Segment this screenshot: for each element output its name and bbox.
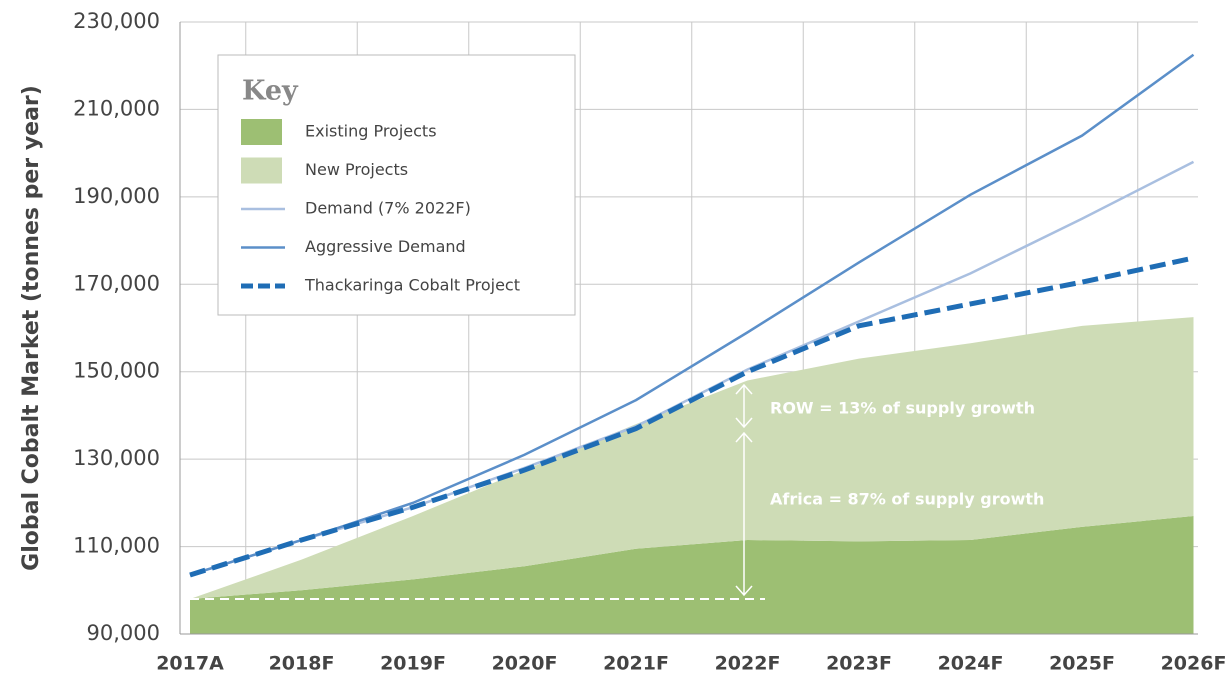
area — [190, 317, 1194, 600]
annotation: Africa = 87% of supply growth — [770, 490, 1044, 509]
y-tick-label: 130,000 — [73, 446, 160, 470]
legend-label: Existing Projects — [305, 122, 437, 141]
y-tick-label: 150,000 — [73, 359, 160, 383]
legend-swatch — [241, 157, 282, 184]
arrow-head — [735, 431, 753, 443]
line — [189, 255, 1195, 578]
arrow-head — [735, 585, 753, 597]
x-tick-label: 2017A — [156, 653, 224, 675]
y-tick-label: 190,000 — [73, 184, 160, 208]
legend-label: Thackaringa Cobalt Project — [304, 276, 520, 295]
x-tick-label: 2024F — [938, 653, 1004, 675]
arrow-head — [735, 383, 753, 395]
y-tick-label: 170,000 — [73, 271, 160, 295]
x-tick-label: 2026F — [1161, 653, 1227, 675]
area — [190, 515, 1194, 634]
x-tick-label: 2020F — [492, 653, 558, 675]
x-tick-label: 2019F — [380, 653, 446, 675]
x-tick-label: 2018F — [269, 653, 335, 675]
legend-label: Demand (7% 2022F) — [305, 199, 471, 218]
y-tick-label: 110,000 — [73, 534, 160, 558]
legend-title: Key — [242, 76, 299, 107]
y-tick-label: 230,000 — [73, 9, 160, 33]
x-tick-label: 2022F — [715, 653, 781, 675]
x-tick-label: 2021F — [603, 653, 669, 675]
y-tick-label: 90,000 — [87, 621, 160, 645]
legend-box — [217, 54, 576, 316]
y-tick-label: 210,000 — [73, 96, 160, 120]
legend-label: Aggressive Demand — [305, 237, 466, 256]
arrow-head — [735, 417, 753, 429]
y-axis-label: Global Cobalt Market (tonnes per year) — [19, 85, 44, 571]
x-tick-label: 2025F — [1049, 653, 1115, 675]
legend-label: New Projects — [305, 160, 408, 179]
legend-swatch — [241, 119, 282, 145]
x-tick-label: 2023F — [826, 653, 892, 675]
annotation: ROW = 13% of supply growth — [770, 399, 1035, 418]
